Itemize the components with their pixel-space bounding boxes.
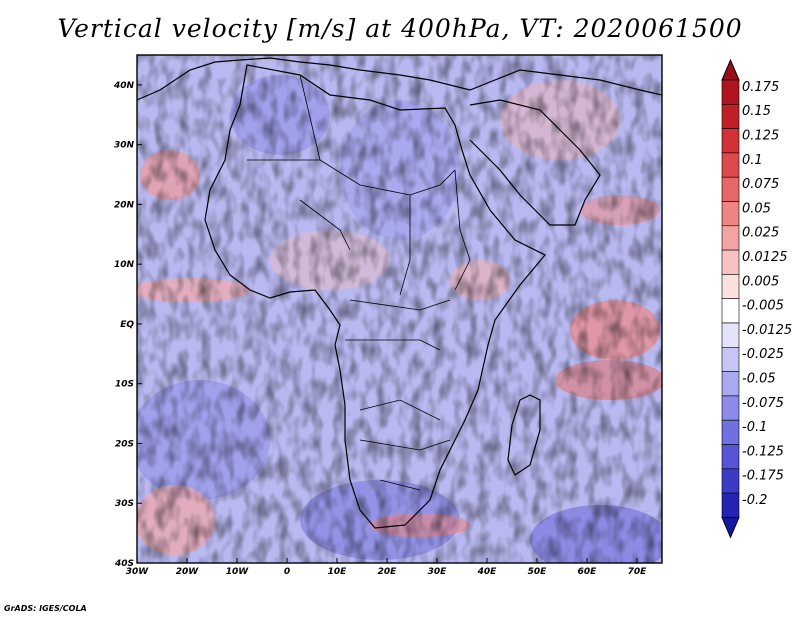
colorbar-label: 0.005 <box>742 274 779 289</box>
chart-title: Vertical velocity [m/s] at 400hPa, VT: 2… <box>57 14 743 43</box>
colorbar: 0.175 0.15 0.125 0.1 0.075 0.05 0.025 0.0125 0.0… <box>721 58 792 539</box>
lat-tick-label: 40N <box>113 81 135 91</box>
colorbar-swatch <box>721 419 740 445</box>
colorbar-swatch <box>721 225 740 251</box>
colorbar-swatch <box>721 79 740 105</box>
colorbar-label: -0.125 <box>742 444 784 459</box>
africa-coastline <box>204 64 546 529</box>
lon-tick-label: 30E <box>428 567 448 577</box>
colorbar-swatch <box>721 249 740 275</box>
colorbar-swatch <box>721 395 740 421</box>
colorbar-label: 0.125 <box>742 129 779 144</box>
colorbar-top-arrow <box>721 58 740 81</box>
colorbar-label: -0.025 <box>742 347 784 362</box>
colorbar-swatch <box>721 152 740 178</box>
lat-tick-label: 10N <box>114 260 135 270</box>
lat-tick-label: 20N <box>114 200 135 210</box>
lat-tick-label: 30N <box>114 141 135 151</box>
lon-tick-label: 30W <box>126 567 150 577</box>
longitude-tick-labels: 30W 20W 10W 0 10E 20E 30E 40E 50E 60E 70E <box>126 558 647 577</box>
vertical-velocity-field <box>137 55 662 563</box>
colorbar-swatch <box>721 468 740 494</box>
colorbar-label: 0.075 <box>742 177 779 192</box>
colorbar-swatch <box>721 201 740 227</box>
colorbar-swatch <box>721 492 740 518</box>
lon-tick-label: 50E <box>528 567 548 577</box>
grads-credit: GrADS: IGES/COLA <box>4 604 87 613</box>
colorbar-swatch <box>721 444 740 470</box>
lon-tick-label: 20W <box>176 567 200 577</box>
country-borders <box>247 74 471 491</box>
europe-coastline <box>137 57 662 101</box>
lon-tick-label: 0 <box>284 567 290 577</box>
lat-tick-label: 40S <box>114 559 134 569</box>
colorbar-label: -0.0125 <box>742 323 792 338</box>
colorbar-label: -0.005 <box>742 299 784 314</box>
colorbar-swatch <box>721 176 740 202</box>
lat-tick-label: 30S <box>115 499 134 509</box>
colorbar-bottom-arrow <box>721 516 740 539</box>
colorbar-label: 0.1 <box>742 153 763 168</box>
lon-tick-label: 10E <box>328 567 348 577</box>
colorbar-label: 0.15 <box>742 104 771 119</box>
lat-tick-label: 10S <box>115 380 134 390</box>
colorbar-swatch <box>721 104 740 129</box>
lon-tick-label: 40E <box>477 567 498 577</box>
colorbar-swatch <box>721 128 740 154</box>
lon-tick-label: 20E <box>378 567 398 577</box>
plot-frame <box>136 54 663 564</box>
arabia-coastline <box>469 99 601 226</box>
lat-tick-label: EQ <box>120 320 134 330</box>
colorbar-label: -0.175 <box>742 469 784 484</box>
lon-tick-label: 10W <box>226 567 250 577</box>
latitude-tick-labels: 40N 30N 20N 10N EQ 10S 20S 30S 40S <box>113 81 142 569</box>
colorbar-label: 0.05 <box>742 201 771 216</box>
colorbar-label: -0.075 <box>742 396 784 411</box>
colorbar-swatch <box>721 322 740 348</box>
colorbar-label: 0.175 <box>742 80 779 95</box>
madagascar-coastline <box>507 394 541 476</box>
colorbar-label: 0.0125 <box>742 250 788 265</box>
colorbar-swatch <box>721 274 740 299</box>
colorbar-swatch <box>721 371 740 397</box>
colorbar-label: 0.025 <box>742 226 779 241</box>
colorbar-swatch <box>721 346 740 372</box>
colorbar-label: -0.05 <box>742 372 776 387</box>
lon-tick-label: 70E <box>628 567 648 577</box>
lat-tick-label: 20S <box>115 439 134 449</box>
lon-tick-label: 60E <box>578 567 598 577</box>
colorbar-swatch <box>721 298 740 324</box>
coastlines <box>137 57 662 529</box>
colorbar-label: -0.2 <box>742 493 767 508</box>
colorbar-label: -0.1 <box>742 420 767 435</box>
